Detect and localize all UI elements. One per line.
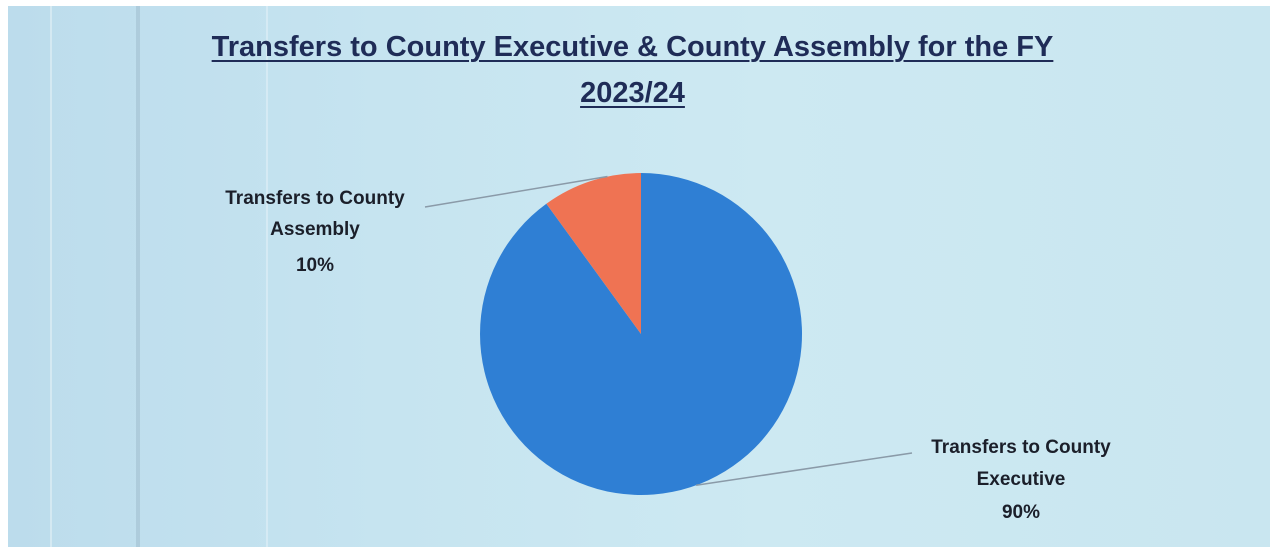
leader-line-executive <box>695 452 913 487</box>
assembly-value-label: 10% <box>296 255 334 276</box>
slice-assembly <box>546 173 641 334</box>
chart-title-line-1: Transfers to County Executive & County A… <box>211 31 1054 63</box>
assembly-label-line-1: Transfers to County <box>225 188 405 209</box>
leader-lines <box>424 175 913 487</box>
scan-stripe <box>266 6 268 547</box>
chart-title-line-2: 2023/24 <box>580 77 685 109</box>
executive-label-line-1: Transfers to County <box>931 437 1111 458</box>
pie-slices <box>480 173 803 495</box>
executive-value-label: 90% <box>1002 502 1040 523</box>
scan-stripe <box>50 6 52 547</box>
scan-stripe <box>136 6 140 547</box>
slice-executive <box>480 173 803 495</box>
assembly-label-line-2: Assembly <box>270 219 360 240</box>
chart-title: Transfers to County Executive & County A… <box>150 24 1115 116</box>
leader-line-assembly <box>424 175 608 208</box>
executive-label-line-2: Executive <box>977 469 1066 490</box>
